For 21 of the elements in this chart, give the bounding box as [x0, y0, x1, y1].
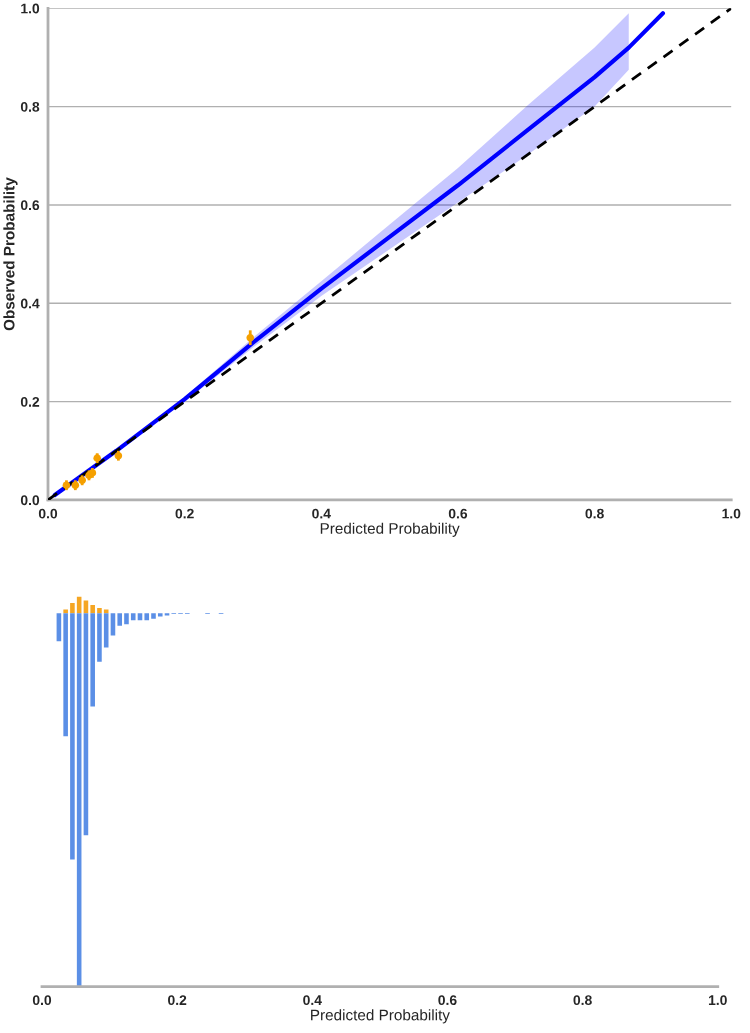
y-tick-label: 0.6 [20, 200, 40, 211]
x-tick-label: 0.4 [303, 995, 322, 1006]
x-tick-label: 0.2 [175, 508, 194, 519]
x-tick-label: 0.4 [312, 508, 331, 519]
y-tick-label: 1.0 [21, 3, 40, 14]
y-tick-label: 0.0 [20, 495, 40, 506]
x-tick-label: 1.0 [722, 508, 741, 519]
y-tick-label: 0.4 [20, 298, 40, 309]
x-axis-title: Predicted Probability [311, 1009, 450, 1024]
x-tick-label: 0.6 [438, 995, 457, 1006]
x-tick-label: 0.8 [573, 995, 592, 1006]
y-tick-label: 0.8 [20, 101, 40, 112]
x-axis-title: Predicted Probability [320, 522, 460, 537]
x-tick-label: 0.0 [32, 995, 52, 1006]
x-tick-label: 0.6 [448, 508, 468, 519]
x-tick-label: 0.2 [168, 995, 187, 1006]
x-tick-label: 0.0 [38, 508, 58, 519]
x-tick-label: 1.0 [708, 995, 727, 1006]
y-tick-label: 0.2 [20, 396, 40, 407]
y-axis-title: Observed Probability [3, 177, 18, 331]
x-tick-label: 0.8 [585, 508, 604, 519]
